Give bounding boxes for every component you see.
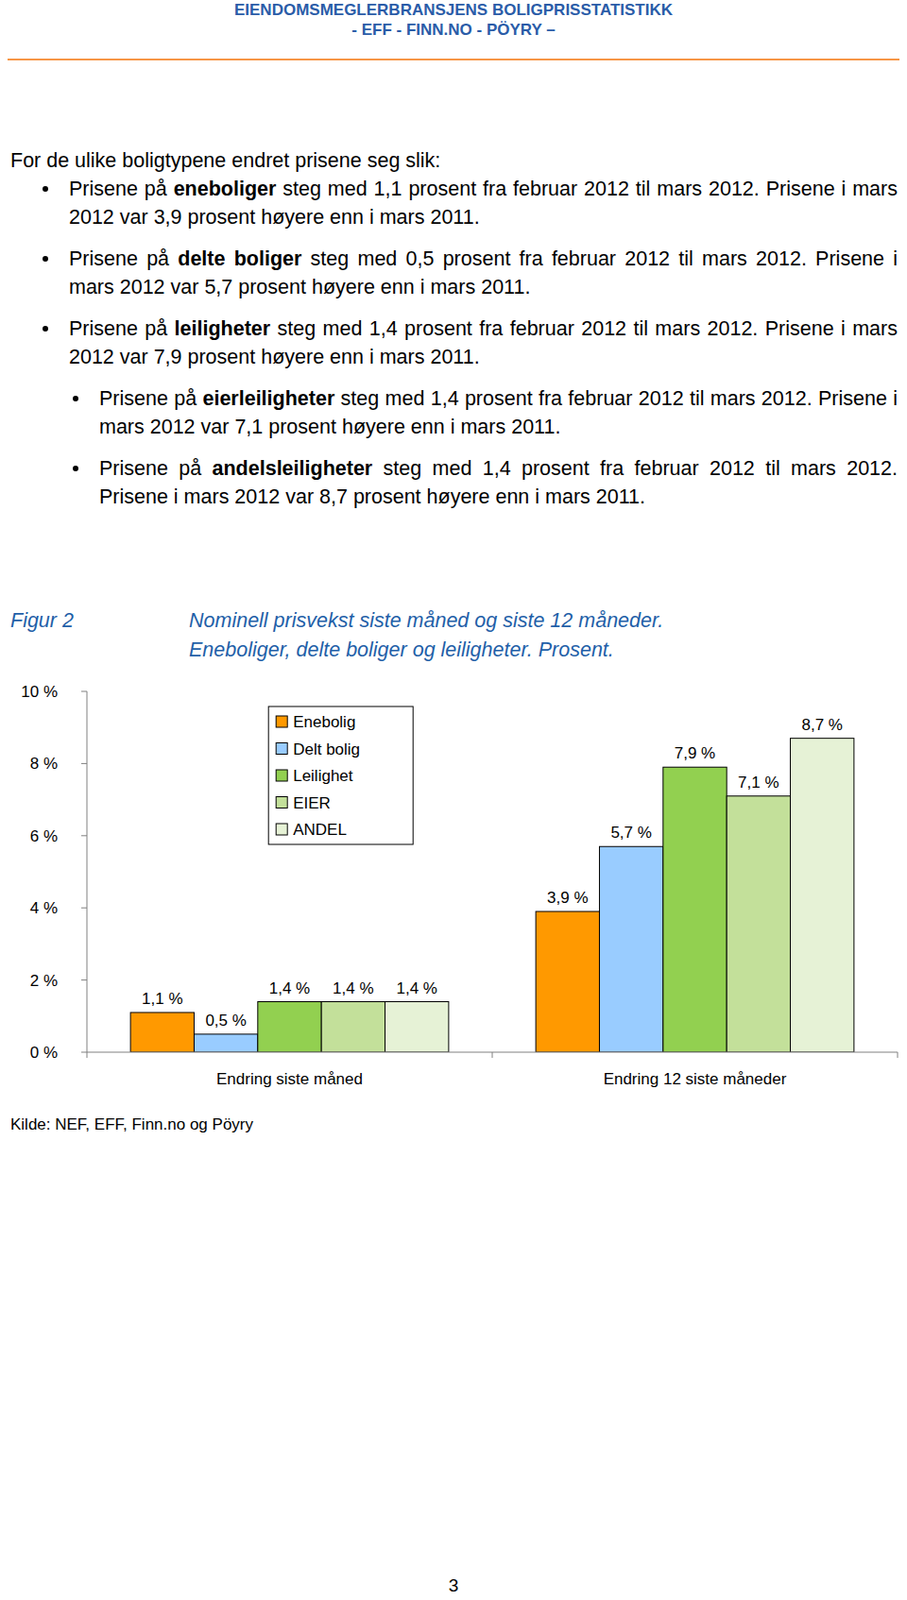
data-label: 7,9 % [674,744,716,763]
legend-label: Enebolig [292,713,356,732]
bar [257,1002,322,1053]
header-line: EIENDOMSMEGLERBRANSJENS BOLIGPRISSTATIST… [0,0,907,20]
legend-label: EIER [292,794,331,813]
bullet-text: Prisene på [68,177,174,201]
y-tick-label: 10 % [20,683,58,702]
bar [321,1002,385,1053]
y-tick-label: 8 % [30,754,58,773]
data-label: 1,4 % [269,979,310,998]
legend-swatch [275,797,288,809]
legend-label: Delt bolig [292,740,360,759]
bullet-bold: andelsleiligheter [212,457,374,480]
x-tick-label: Endring siste måned [216,1070,363,1089]
legend-swatch [275,770,288,782]
page-number: 3 [0,1575,907,1597]
bullet-text: Prisene på [99,457,213,480]
chart: 1,1 % 3,9 % 0,5 % 5,7 % 1,4 % 7,9 % 1,4 % 7,1 %… [0,0,907,1600]
y-tick [81,763,87,765]
y-tick-label: 4 % [30,899,58,918]
data-label: 1,1 % [141,990,183,1009]
data-label: 5,7 % [610,823,651,842]
bar [598,846,663,1053]
header-line: - EFF - FINN.NO - PÖYRY – [0,20,907,40]
bullet-bold: leiligheter [174,317,272,341]
bullet-text: Prisene på [68,317,175,341]
legend-label: Leilighet [292,767,354,786]
bars [130,738,855,1053]
intro: For de ulike boligtypene endret prisene … [10,146,898,175]
bar [790,738,855,1053]
y-tick [81,835,87,837]
category-separator [492,1052,494,1059]
legend-swatch [275,823,288,836]
y-tick [81,1052,87,1054]
y-tick-label: 2 % [30,972,58,991]
y-tick [81,979,87,981]
bullet-item: Prisene på eierleiligheter steg med 1,4 … [10,384,898,442]
x-tick-label: Endring 12 siste måneder [603,1070,788,1089]
data-labels: 1,1 % 3,9 % 0,5 % 5,7 % 1,4 % 7,9 % 1,4 % 7,1 %… [141,716,843,1030]
bullet-text: Prisene på [99,387,203,411]
bullet-bold: eneboliger [173,177,277,201]
chart-subtitle: Eneboliger, delte boliger og leiligheter… [188,635,615,666]
bullet-dot [42,186,49,192]
bar [193,1034,257,1053]
legend-box [268,706,413,845]
bullet-item: Prisene på eneboliger steg med 1,1 prose… [10,174,898,232]
data-label: 3,9 % [547,889,588,907]
category-separator [897,1052,899,1059]
data-label: 7,1 % [737,773,779,792]
source: Kilde: NEF, EFF, Finn.no og Pöyry [10,1115,254,1135]
data-label: 1,4 % [332,979,374,998]
y-tick-label: 6 % [30,827,58,846]
bullet-dot [72,465,79,472]
body-text: For de ulike boligtypene endret prisene … [10,146,898,512]
legend-swatch [275,716,288,728]
bar [130,1012,194,1053]
legend: Enebolig Delt bolig Leilighet EIER ANDEL [268,706,413,845]
data-label: 0,5 % [205,1011,246,1030]
y-tick [81,691,87,693]
bullet-dot [72,395,79,402]
bar [535,911,599,1053]
bullet-item: Prisene på andelsleiligheter steg med 1,… [10,454,898,512]
bar [385,1002,449,1053]
bullet-dot [42,325,49,332]
bullet-bold: eierleiligheter [202,387,335,411]
bullet-bold: delte boliger [177,247,302,271]
bar [663,767,727,1053]
x-axis-line [86,1052,898,1054]
data-label: 8,7 % [801,716,842,735]
y-axis-line [86,691,88,1053]
bullet-dot [42,256,49,262]
bar [726,796,790,1053]
chart-title: Nominell prisvekst siste måned og siste … [188,606,664,636]
category-separator [86,1052,88,1059]
y-tick [81,907,87,909]
figure-label: Figur 2 [10,606,74,636]
legend-swatch [275,743,288,755]
legend-label: ANDEL [292,821,347,839]
header-rule [7,58,900,61]
bullet-text: Prisene på [68,247,178,271]
data-label: 1,4 % [395,979,437,998]
bullet-item: Prisene på delte boliger steg med 0,5 pr… [10,244,898,302]
y-tick-label: 0 % [30,1043,58,1062]
bullet-item: Prisene på leiligheter steg med 1,4 pros… [10,314,898,372]
